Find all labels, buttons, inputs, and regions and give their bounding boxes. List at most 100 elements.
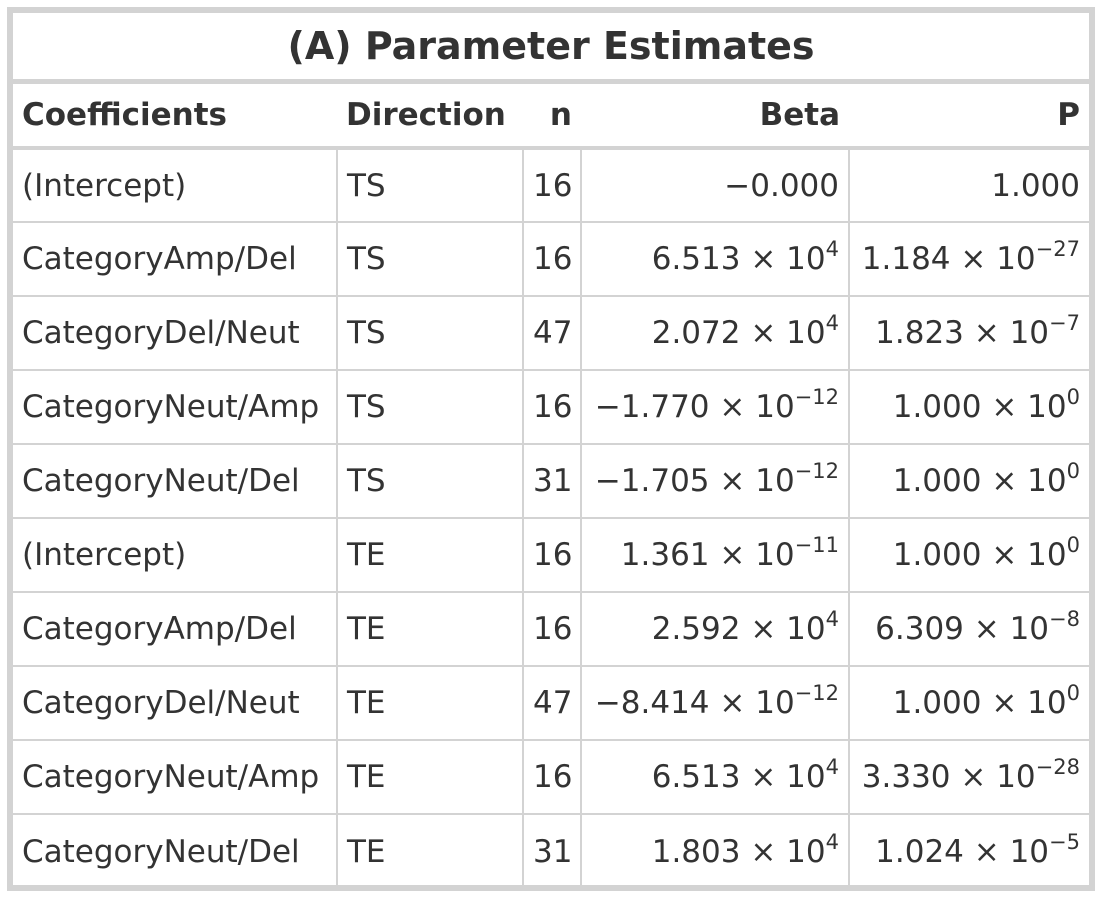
beta-cell-mantissa: 1.361 × 10 — [620, 537, 795, 573]
p-cell: 6.309 × 10−8 — [849, 592, 1089, 667]
beta-cell-mantissa: −1.770 × 10 — [594, 389, 795, 425]
beta-cell-exponent: −12 — [794, 385, 839, 409]
p-cell: 1.000 × 100 — [849, 370, 1089, 445]
p-cell-mantissa: 3.330 × 10 — [861, 759, 1036, 795]
p-cell-mantissa: 1.000 × 10 — [892, 389, 1067, 425]
table-row: CategoryAmp/Del TS 16 6.513 × 104 1.184 × 10… — [13, 222, 1089, 297]
parameter-estimates-table: Coefficients Direction n Beta P (Interce… — [13, 84, 1089, 888]
coefficient-cell: (Intercept) — [13, 518, 338, 593]
table-row: CategoryNeut/Del TS 31 −1.705 × 10−12 1.000 … — [13, 444, 1089, 519]
coefficient-cell: CategoryDel/Neut — [13, 666, 338, 741]
table-row: CategoryDel/Neut TS 47 2.072 × 104 1.823 × 1… — [13, 296, 1089, 371]
coefficient-cell: CategoryNeut/Del — [13, 444, 338, 519]
p-cell-mantissa: 1.000 × 10 — [892, 685, 1067, 721]
direction-cell: TE — [337, 666, 524, 741]
column-header-beta: Beta — [581, 84, 849, 150]
p-cell: 3.330 × 10−28 — [849, 740, 1089, 815]
beta-cell-exponent: −12 — [794, 681, 839, 705]
column-header-direction: Direction — [337, 84, 523, 150]
p-cell-mantissa: 6.309 × 10 — [875, 611, 1050, 647]
p-cell-exponent: −8 — [1049, 607, 1080, 631]
coefficient-cell: CategoryNeut/Amp — [13, 740, 338, 815]
n-cell: 16 — [523, 592, 582, 667]
coefficient-cell: CategoryDel/Neut — [13, 296, 338, 371]
table-row: CategoryNeut/Del TE 31 1.803 × 104 1.024 × 1… — [13, 814, 1089, 888]
parameter-estimates-panel: (A) Parameter Estimates Coefficients Dir… — [7, 7, 1095, 891]
n-cell: 31 — [523, 814, 582, 888]
direction-cell: TE — [337, 740, 524, 815]
p-cell-exponent: −7 — [1049, 311, 1080, 335]
beta-cell-mantissa: 2.072 × 10 — [651, 315, 826, 351]
beta-cell: −0.000 — [581, 148, 850, 223]
coefficient-cell: CategoryNeut/Del — [13, 814, 338, 888]
p-cell: 1.000 × 100 — [849, 518, 1089, 593]
p-cell-exponent: 0 — [1066, 533, 1080, 557]
beta-cell-exponent: 4 — [825, 311, 839, 335]
direction-cell: TS — [337, 444, 524, 519]
header-row: Coefficients Direction n Beta P — [13, 84, 1089, 150]
beta-cell: 1.361 × 10−11 — [581, 518, 850, 593]
p-cell-exponent: −27 — [1035, 237, 1080, 261]
direction-cell: TS — [337, 222, 524, 297]
coefficient-cell: CategoryNeut/Amp — [13, 370, 338, 445]
coefficient-cell: CategoryAmp/Del — [13, 592, 338, 667]
beta-cell-exponent: −11 — [794, 533, 839, 557]
p-cell: 1.000 — [849, 148, 1089, 223]
p-cell-exponent: 0 — [1066, 681, 1080, 705]
beta-cell: 1.803 × 104 — [581, 814, 850, 888]
beta-cell-exponent: 4 — [825, 829, 839, 854]
beta-cell-mantissa: 2.592 × 10 — [651, 611, 826, 647]
direction-cell: TE — [337, 592, 524, 667]
direction-cell: TS — [337, 296, 524, 371]
direction-cell: TS — [337, 148, 524, 223]
table-body: (Intercept) TS 16 −0.000 1.000 CategoryAmp/De… — [13, 148, 1089, 888]
beta-cell-mantissa: −8.414 × 10 — [594, 685, 795, 721]
beta-cell: 2.072 × 104 — [581, 296, 850, 371]
n-cell: 16 — [523, 740, 582, 815]
p-cell-mantissa: 1.000 × 10 — [892, 463, 1067, 499]
coefficient-cell: CategoryAmp/Del — [13, 222, 338, 297]
beta-cell-mantissa: −1.705 × 10 — [594, 463, 795, 499]
beta-cell-exponent: 4 — [825, 755, 839, 779]
beta-cell-exponent: −12 — [794, 459, 839, 483]
title-divider — [13, 79, 1089, 84]
n-cell: 47 — [523, 296, 582, 371]
n-cell: 47 — [523, 666, 582, 741]
beta-cell: 6.513 × 104 — [581, 222, 850, 297]
p-cell-exponent: 0 — [1066, 459, 1080, 483]
p-cell: 1.184 × 10−27 — [849, 222, 1089, 297]
beta-cell-mantissa: 1.803 × 10 — [651, 833, 826, 870]
n-cell: 16 — [523, 148, 582, 223]
beta-cell-exponent: 4 — [825, 237, 839, 261]
p-cell-mantissa: 1.000 × 10 — [892, 537, 1067, 573]
table-row: CategoryDel/Neut TE 47 −8.414 × 10−12 1.000 … — [13, 666, 1089, 741]
beta-cell: 6.513 × 104 — [581, 740, 850, 815]
beta-cell-mantissa: 6.513 × 10 — [651, 241, 826, 277]
beta-cell: −1.770 × 10−12 — [581, 370, 850, 445]
n-cell: 31 — [523, 444, 582, 519]
p-cell-mantissa: 1.823 × 10 — [875, 315, 1050, 351]
column-header-n: n — [523, 84, 581, 150]
direction-cell: TE — [337, 518, 524, 593]
column-header-p: P — [849, 84, 1089, 150]
table-title: (A) Parameter Estimates — [287, 24, 815, 68]
column-header-coefficients: Coefficients — [13, 84, 337, 150]
beta-cell-mantissa: −0.000 — [724, 167, 839, 204]
p-cell: 1.024 × 10−5 — [849, 814, 1089, 888]
table-row: CategoryAmp/Del TE 16 2.592 × 104 6.309 × 10… — [13, 592, 1089, 667]
table-row: CategoryNeut/Amp TS 16 −1.770 × 10−12 1.000 … — [13, 370, 1089, 445]
p-cell-mantissa: 1.184 × 10 — [861, 241, 1036, 277]
p-cell-exponent: −28 — [1035, 755, 1080, 779]
beta-cell-mantissa: 6.513 × 10 — [651, 759, 826, 795]
p-cell: 1.000 × 100 — [849, 666, 1089, 741]
p-cell-mantissa: 1.000 — [991, 167, 1080, 204]
beta-cell: −1.705 × 10−12 — [581, 444, 850, 519]
p-cell: 1.000 × 100 — [849, 444, 1089, 519]
coefficient-cell: (Intercept) — [13, 148, 338, 223]
n-cell: 16 — [523, 370, 582, 445]
beta-cell-exponent: 4 — [825, 607, 839, 631]
n-cell: 16 — [523, 222, 582, 297]
p-cell-mantissa: 1.024 × 10 — [875, 833, 1050, 870]
table-row: CategoryNeut/Amp TE 16 6.513 × 104 3.330 × 1… — [13, 740, 1089, 815]
beta-cell: 2.592 × 104 — [581, 592, 850, 667]
